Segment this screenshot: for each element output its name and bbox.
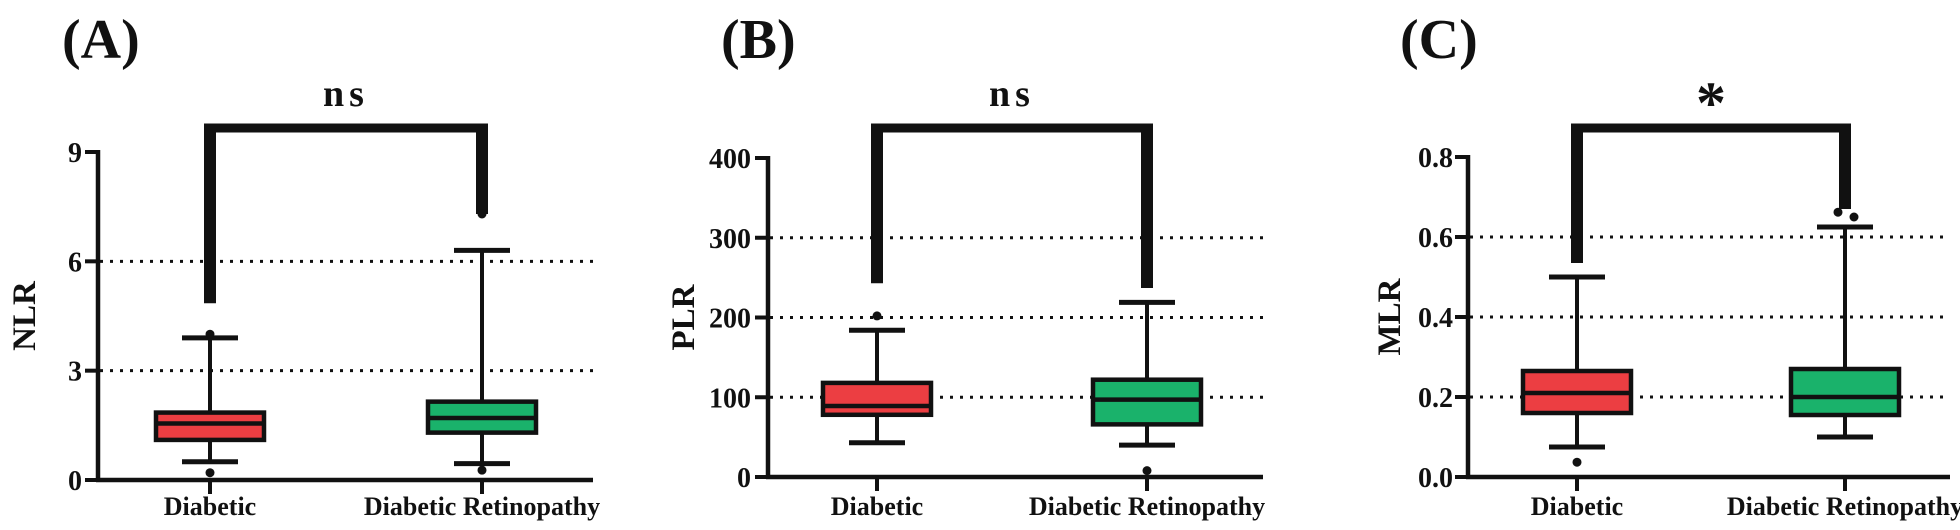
panel-b: ns 0 100 200 300 400 Diabetic Diabetic Retinopa… — [666, 9, 1265, 521]
y-tick-label: 100 — [709, 383, 751, 414]
y-tick-label: 3 — [68, 357, 82, 388]
outlier-point — [477, 465, 487, 475]
y-tick-label: 0.6 — [1418, 223, 1453, 254]
y-tick-label: 9 — [68, 138, 82, 169]
outlier-point — [872, 311, 882, 321]
outlier-point — [1572, 457, 1582, 467]
box-diabetic — [820, 311, 934, 446]
box-diabetic — [1520, 192, 1634, 467]
panel-c: * 0.0 0.2 0.4 0.6 0.8 Diabetic Diabetic Retinop… — [1372, 9, 1960, 521]
y-tick-label: 0 — [68, 466, 82, 497]
panel-title: (A) — [62, 9, 140, 71]
significance-label: * — [1696, 70, 1726, 136]
outlier-point — [1142, 466, 1152, 476]
outlier-point — [1572, 192, 1582, 202]
category-label: Diabetic Retinopathy — [1727, 492, 1960, 521]
y-tick-label: 400 — [709, 144, 751, 175]
box-diabetic-retinopathy — [1090, 299, 1204, 476]
outlier-point — [477, 209, 487, 219]
panel-a: ns 0 3 6 9 Diabetic Diabetic Retinopathy (A) NLR — [7, 9, 600, 521]
outlier-point — [205, 329, 215, 339]
box-diabetic-retinopathy — [425, 209, 539, 475]
outlier-point — [205, 468, 215, 478]
y-tick-label: 300 — [709, 224, 751, 255]
y-tick-label: 0.8 — [1418, 143, 1453, 174]
significance-label: ns — [989, 73, 1035, 115]
category-label: Diabetic Retinopathy — [364, 492, 600, 521]
outlier-point — [1833, 207, 1843, 217]
y-axis-title: NLR — [7, 280, 43, 351]
category-label: Diabetic — [164, 492, 256, 521]
y-tick-label: 0.0 — [1418, 463, 1453, 494]
y-tick-label: 6 — [68, 247, 82, 278]
y-axis-title: MLR — [1372, 277, 1408, 355]
box-diabetic — [153, 209, 267, 478]
panel-title: (C) — [1400, 9, 1478, 71]
outlier-point — [1849, 212, 1859, 222]
y-tick-label: 0.2 — [1418, 383, 1453, 414]
y-tick-label: 0 — [737, 463, 751, 494]
panel-title: (B) — [721, 9, 796, 71]
y-axis-title: PLR — [666, 283, 702, 350]
category-label: Diabetic — [1531, 492, 1623, 521]
iqr-box — [1090, 377, 1204, 427]
iqr-box — [1788, 366, 1902, 418]
significance-label: ns — [323, 73, 369, 115]
y-tick-label: 200 — [709, 304, 751, 335]
category-label: Diabetic — [831, 492, 923, 521]
iqr-box — [820, 380, 934, 418]
outlier-point — [205, 209, 215, 219]
iqr-box — [153, 410, 267, 443]
box-diabetic-retinopathy — [1788, 207, 1902, 440]
category-label: Diabetic Retinopathy — [1029, 492, 1265, 521]
y-tick-label: 0.4 — [1418, 303, 1453, 334]
